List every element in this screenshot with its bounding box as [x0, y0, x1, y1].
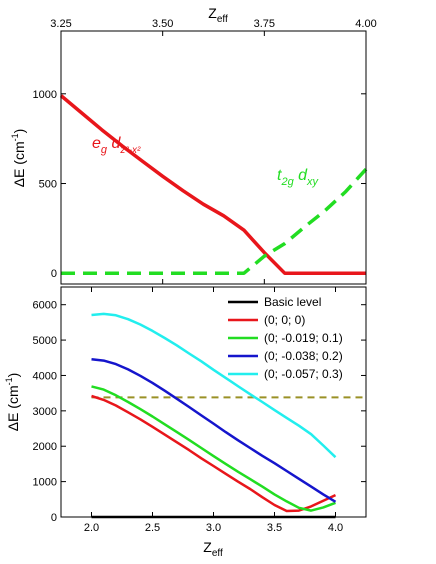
- top-y-tick-label: 1000: [33, 89, 57, 101]
- top-x-tick-label: 3.25: [50, 18, 71, 30]
- bottom-series-line-1: [91, 394, 337, 513]
- top-y-label-main: ΔE (cm: [11, 141, 27, 187]
- legend-label-1: (0; 0; 0): [264, 313, 305, 327]
- bottom-y-tick-label: 2000: [33, 441, 57, 453]
- top-x-axis-label: Zeff: [208, 5, 228, 25]
- bottom-panel: 2.0 2.5 3.0 3.5 4.0 0 1000 2000 3000 4000 5000 600…: [4, 286, 367, 559]
- bottom-x-tick-label: 3.5: [267, 522, 282, 534]
- t2g-annotation: t2g dxy: [277, 167, 320, 188]
- bottom-y-label-main: ΔE (cm: [5, 385, 21, 431]
- top-x-tick-label: 3.75: [254, 18, 275, 30]
- bottom-y-tick-label: 6000: [33, 300, 57, 312]
- t2g-annotation-base2: d: [294, 167, 308, 184]
- top-plot-frame: [60, 30, 367, 285]
- t2g-annotation-base: t: [277, 167, 282, 184]
- top-y-tick-label: 0: [51, 268, 57, 280]
- bottom-y-label-sup: -1: [4, 377, 14, 385]
- top-y-axis-label: ΔE (cm-1): [10, 129, 27, 188]
- top-x-tick-label: 4.00: [355, 18, 376, 30]
- bottom-y-axis-label: ΔE (cm-1): [4, 373, 21, 432]
- t2g-annotation-sub2: xy: [306, 176, 320, 188]
- bottom-y-tick-label: 4000: [33, 370, 57, 382]
- top-x-label-main: Z: [208, 5, 217, 21]
- top-panel: Zeff 3.25 3.50 3.75 4.00 0 500 1000 ΔE (cm-1)…: [10, 5, 377, 285]
- t2g-annotation-sub: 2g: [280, 176, 294, 188]
- bottom-y-label-end: ): [5, 373, 21, 378]
- legend-label-3: (0; -0.038; 0.2): [264, 349, 343, 363]
- top-x-label-sub: eff: [217, 14, 228, 25]
- bottom-x-tick-label: 3.0: [206, 522, 221, 534]
- top-y-tick-label: 500: [39, 179, 57, 191]
- top-x-tick-label: 3.50: [152, 18, 173, 30]
- bottom-x-label-main: Z: [203, 539, 212, 555]
- legend: Basic level (0; 0; 0) (0; -0.019; 0.1) (0; …: [228, 295, 343, 381]
- bottom-y-tick-label: 1000: [33, 477, 57, 489]
- legend-label-0: Basic level: [264, 295, 321, 309]
- eg-annotation-base: e: [92, 135, 101, 152]
- bottom-y-tick-label: 3000: [33, 406, 57, 418]
- top-series-line-1: [61, 168, 368, 275]
- bottom-y-tick-label: 0: [51, 512, 57, 524]
- bottom-y-tick-label: 5000: [33, 335, 57, 347]
- bottom-x-axis-label: Zeff: [203, 539, 223, 559]
- bottom-x-tick-label: 2.0: [84, 522, 99, 534]
- top-y-ticks: 0 500 1000: [33, 89, 366, 280]
- eg-annotation-sub: g: [101, 144, 108, 156]
- top-y-label-end: ): [11, 129, 27, 134]
- bottom-series-line-3: [91, 357, 337, 503]
- top-y-label-sup: -1: [10, 133, 20, 141]
- bottom-x-tick-label: 4.0: [328, 522, 343, 534]
- bottom-y-ticks: 0 1000 2000 3000 4000 5000 6000: [33, 300, 366, 524]
- bottom-series-line-2: [91, 385, 336, 512]
- legend-label-4: (0; -0.057; 0.3): [264, 367, 343, 381]
- bottom-series-line-4: [91, 312, 337, 459]
- bottom-x-label-sub: eff: [212, 548, 223, 559]
- eg-annotation-base2: d: [107, 135, 121, 152]
- top-plot-lines: [59, 94, 368, 275]
- legend-label-2: (0; -0.019; 0.1): [264, 331, 343, 345]
- top-series-line-0: [59, 94, 366, 275]
- eg-annotation: eg dz²-x²: [92, 135, 141, 156]
- bottom-plot-frame: [60, 286, 367, 518]
- bottom-x-ticks: 2.0 2.5 3.0 3.5 4.0: [84, 287, 343, 534]
- bottom-x-tick-label: 2.5: [145, 522, 160, 534]
- eg-annotation-sub2: z²-x²: [119, 145, 141, 156]
